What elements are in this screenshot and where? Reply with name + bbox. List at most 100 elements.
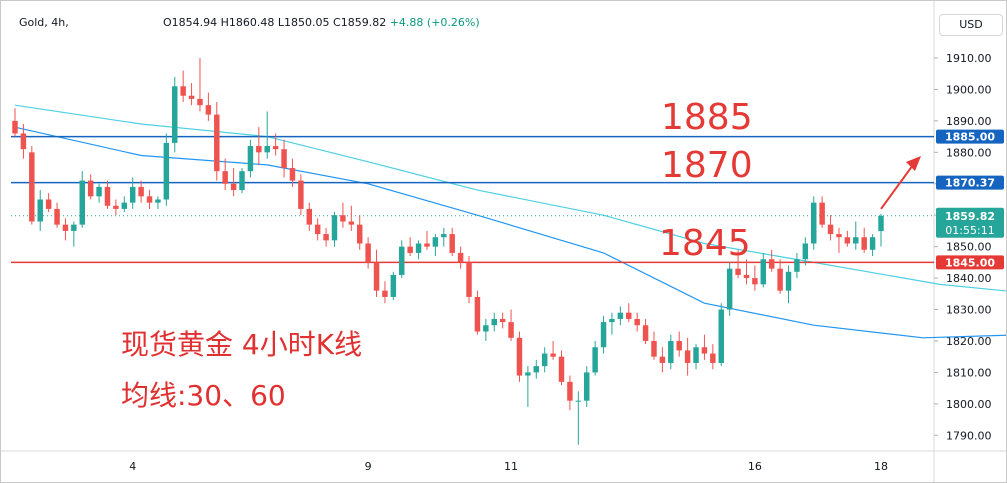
candle-body bbox=[138, 186, 144, 197]
candle-body bbox=[760, 259, 767, 285]
candle-body bbox=[12, 120, 18, 134]
candle-body bbox=[113, 205, 119, 209]
candle-body bbox=[592, 347, 598, 373]
candle-body bbox=[491, 318, 497, 326]
candle-body bbox=[62, 224, 69, 231]
candle-body bbox=[441, 234, 447, 238]
candle-body bbox=[230, 183, 237, 191]
badge-1870-text: 1870.37 bbox=[945, 177, 995, 190]
candle-body bbox=[474, 296, 481, 332]
candle-body bbox=[626, 312, 632, 319]
ma30-line bbox=[14, 126, 1006, 339]
candle-body bbox=[659, 356, 666, 363]
candle-body bbox=[533, 366, 540, 373]
badge-current-bg bbox=[936, 207, 1004, 238]
candle-body bbox=[710, 353, 716, 363]
candle-body bbox=[172, 86, 178, 143]
candle-body bbox=[457, 252, 464, 263]
candle-body bbox=[819, 202, 825, 225]
candle-body bbox=[861, 237, 867, 250]
y-tick-label: 1900.00 bbox=[946, 83, 992, 96]
candle-body bbox=[483, 325, 489, 332]
high-value: H1860.48 bbox=[220, 16, 275, 29]
candle-body bbox=[424, 243, 430, 247]
ma60-line bbox=[14, 104, 1006, 292]
candle-body bbox=[642, 325, 649, 341]
badge-1885-text: 1885.00 bbox=[945, 131, 995, 144]
legend-ohlc: O1854.94 H1860.48 L1850.05 C1859.82 +4.8… bbox=[163, 16, 480, 29]
caption-title: 现货黄金 4小时K线 bbox=[121, 328, 363, 361]
y-tick-label: 1880.00 bbox=[946, 146, 992, 159]
candle-body bbox=[163, 142, 170, 200]
low-value: L1850.05 bbox=[277, 16, 330, 29]
candle-body bbox=[878, 215, 884, 232]
candle-body bbox=[432, 237, 439, 247]
candle-body bbox=[256, 146, 262, 153]
candle-body bbox=[129, 186, 136, 203]
candle-body bbox=[281, 149, 287, 169]
candle-body bbox=[365, 243, 371, 263]
badge-1845-bg bbox=[936, 255, 1004, 270]
arrow-shaft bbox=[880, 164, 914, 210]
candle-body bbox=[205, 105, 212, 115]
y-tick-label: 1890.00 bbox=[946, 115, 992, 128]
candle-body bbox=[348, 221, 355, 225]
candle-body bbox=[811, 202, 817, 244]
y-tick-label: 1830.00 bbox=[946, 304, 992, 317]
candle-body bbox=[684, 350, 691, 363]
badge-1870-bg bbox=[936, 175, 1004, 190]
candle-body bbox=[87, 180, 94, 197]
candle-body bbox=[247, 146, 254, 172]
candle-body bbox=[785, 271, 792, 291]
candle-body bbox=[567, 381, 573, 401]
candle-body bbox=[239, 171, 245, 191]
candle-body bbox=[508, 322, 514, 338]
candle-body bbox=[314, 224, 321, 235]
candle-body bbox=[869, 237, 876, 250]
candle-body bbox=[146, 196, 153, 203]
candle-body bbox=[382, 290, 388, 297]
x-tick-label: 4 bbox=[129, 460, 136, 473]
candle-body bbox=[340, 215, 346, 222]
candle-body bbox=[735, 268, 741, 275]
candle-body bbox=[827, 224, 834, 235]
candle-body bbox=[373, 262, 380, 291]
candle-body bbox=[390, 274, 397, 297]
annotation-1845: 1845 bbox=[659, 223, 751, 264]
candle-body bbox=[289, 168, 296, 181]
candle-body bbox=[802, 243, 809, 260]
candle-body bbox=[121, 202, 128, 209]
y-tick-label: 1840.00 bbox=[946, 272, 992, 285]
candle-body bbox=[701, 347, 708, 354]
candle-body bbox=[37, 199, 43, 222]
candle-body bbox=[558, 356, 565, 382]
candle-body bbox=[525, 372, 531, 376]
arrow-head bbox=[906, 156, 921, 171]
y-tick-label: 1820.00 bbox=[946, 335, 992, 348]
caption-ma: 均线:30、60 bbox=[121, 379, 286, 412]
candle-body bbox=[617, 312, 624, 319]
candle-body bbox=[668, 340, 674, 363]
candle-body bbox=[676, 340, 682, 351]
legend-symbol: Gold, 4h, bbox=[19, 16, 69, 29]
candle-body bbox=[155, 199, 161, 203]
candle-body bbox=[104, 186, 111, 206]
annotation-1870: 1870 bbox=[661, 145, 753, 186]
candle-body bbox=[541, 353, 548, 367]
open-value: O1854.94 bbox=[163, 16, 218, 29]
y-tick-label: 1810.00 bbox=[946, 366, 992, 379]
candle-body bbox=[693, 347, 699, 363]
candle-body bbox=[499, 318, 506, 323]
candle-body bbox=[726, 268, 733, 310]
candle-body bbox=[29, 152, 35, 222]
candle-body bbox=[222, 171, 228, 184]
candle-body bbox=[96, 186, 102, 197]
candle-body bbox=[777, 268, 783, 291]
currency-button[interactable]: USD bbox=[939, 14, 1003, 36]
candle-body bbox=[794, 259, 800, 272]
candle-body bbox=[718, 309, 724, 363]
candle-body bbox=[54, 208, 60, 225]
x-tick-label: 18 bbox=[874, 460, 888, 473]
